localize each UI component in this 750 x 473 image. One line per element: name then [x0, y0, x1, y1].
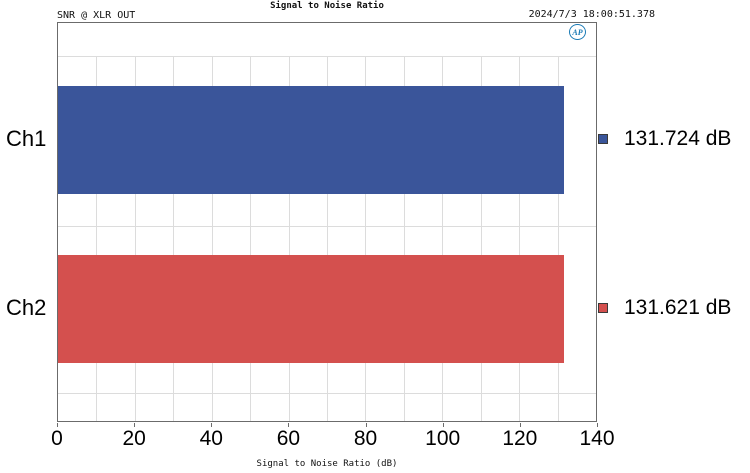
- x-tick-label: 40: [199, 427, 223, 450]
- x-tick-mark: [519, 423, 521, 427]
- x-tick-mark: [288, 423, 290, 427]
- measurement-label: SNR @ XLR OUT: [57, 10, 136, 21]
- category-label-ch1: Ch1: [6, 126, 47, 151]
- vertical-gridline: [327, 56, 328, 421]
- timestamp: 2024/7/3 18:00:51.378: [528, 9, 655, 20]
- x-tick-label: 20: [122, 427, 146, 450]
- vertical-gridline: [480, 56, 482, 421]
- x-tick-label: 80: [353, 427, 378, 450]
- x-axis-title: Signal to Noise Ratio (dB): [256, 459, 398, 469]
- vertical-gridline: [96, 56, 98, 421]
- horizontal-gridline: [58, 226, 596, 227]
- horizontal-gridline: [58, 393, 596, 394]
- vertical-gridline: [403, 56, 405, 421]
- ap-logo-icon: AP: [569, 24, 586, 40]
- plot-area: [57, 22, 597, 422]
- x-tick-label: 140: [579, 427, 615, 450]
- vertical-gridline: [173, 56, 175, 421]
- bar-ch2: [58, 255, 564, 363]
- vertical-gridline: [211, 56, 213, 421]
- bar-ch1: [58, 86, 565, 194]
- horizontal-gridline: [58, 56, 596, 57]
- vertical-gridline: [557, 56, 559, 421]
- x-tick-mark: [211, 423, 213, 427]
- x-tick-label: 60: [276, 427, 301, 450]
- x-tick-label: 100: [425, 427, 461, 450]
- category-label-ch2: Ch2: [6, 295, 47, 320]
- vertical-gridline: [365, 56, 367, 421]
- x-tick-mark: [57, 423, 58, 427]
- value-label-ch1: 131.724 dB: [624, 127, 732, 150]
- value-label-ch2: 131.621 dB: [624, 296, 732, 319]
- x-tick-mark: [134, 423, 136, 427]
- x-tick-mark: [365, 423, 367, 427]
- x-tick-mark: [597, 423, 598, 427]
- legend-marker-ch2: [598, 303, 608, 313]
- vertical-gridline: [288, 56, 290, 421]
- x-tick-mark: [442, 423, 444, 427]
- legend-marker-ch1: [598, 134, 608, 144]
- vertical-gridline: [250, 56, 252, 421]
- x-tick-label: 0: [51, 427, 63, 450]
- chart-title: Signal to Noise Ratio: [270, 1, 384, 11]
- x-axis: 0 20 40 60 80 100 120 140: [51, 423, 615, 453]
- x-tick-label: 120: [502, 427, 538, 450]
- vertical-gridline: [519, 56, 521, 421]
- vertical-gridline: [134, 56, 136, 421]
- vertical-gridline: [442, 56, 444, 421]
